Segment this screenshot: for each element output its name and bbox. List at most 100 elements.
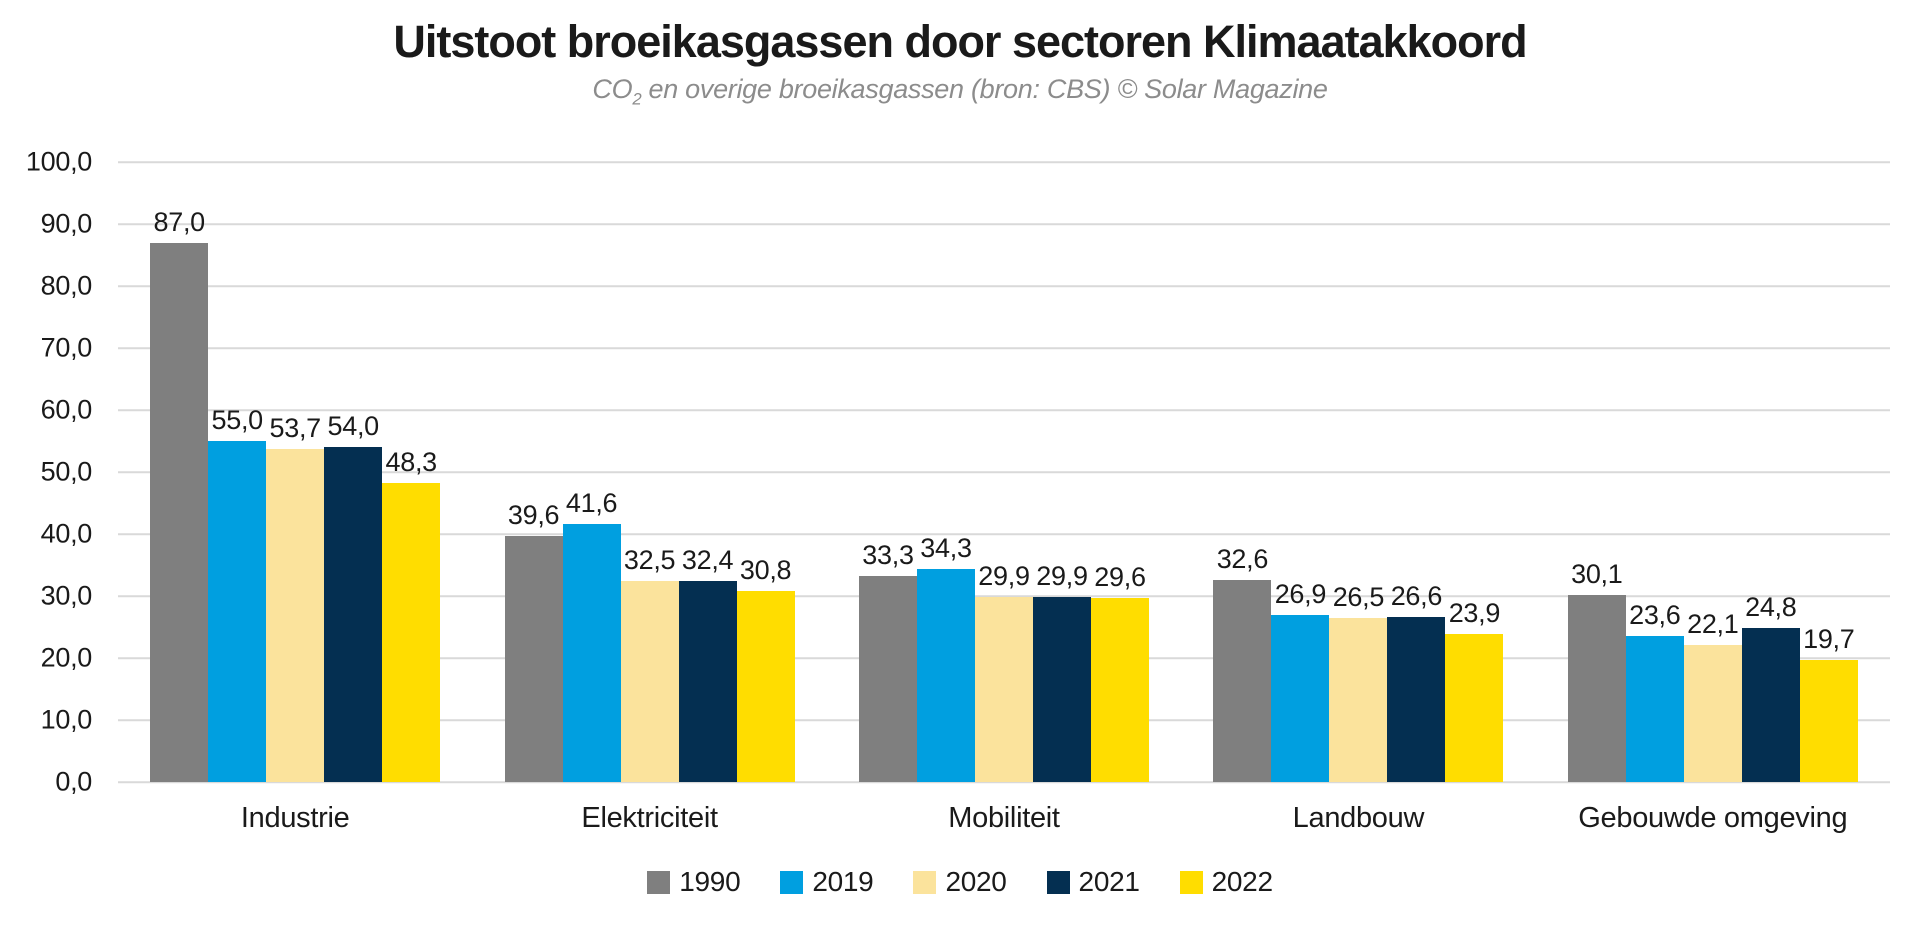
bar-2022: 48,3 <box>382 447 441 782</box>
bar-row: 87,0 55,0 53,7 54,0 48,3 <box>150 207 441 782</box>
gridline <box>118 285 1890 287</box>
bar-value-label: 30,8 <box>739 555 792 586</box>
bar-group: 32,6 26,9 26,5 26,6 23,9 Landbouw <box>1181 162 1535 834</box>
gridline <box>118 161 1890 163</box>
y-axis-tick-label: 20,0 <box>40 642 93 673</box>
bar-1990: 87,0 <box>150 207 209 782</box>
y-axis-tick-label: 70,0 <box>40 332 93 363</box>
legend-swatch-icon <box>647 870 671 894</box>
legend-item-2019: 2019 <box>780 866 874 898</box>
bar-row: 32,6 26,9 26,5 26,6 23,9 <box>1213 544 1504 782</box>
gridline <box>118 409 1890 411</box>
legend: 1990 2019 2020 2021 2022 <box>0 866 1920 898</box>
category-label: Elektriciteit <box>581 802 718 834</box>
bar-1990: 32,6 <box>1213 544 1272 782</box>
bar-2019: 34,3 <box>916 533 975 782</box>
bar-2021: 54,0 <box>324 411 383 782</box>
bar-value-label: 26,5 <box>1332 581 1385 612</box>
bar-1990: 33,3 <box>858 540 917 782</box>
bar-2022: 19,7 <box>1799 624 1858 782</box>
bar-row: 30,1 23,6 22,1 24,8 19,7 <box>1567 559 1858 782</box>
legend-swatch-icon <box>913 870 937 894</box>
bar-value-label: 32,6 <box>1216 543 1269 574</box>
chart-title: Uitstoot broeikasgassen door sectoren Kl… <box>393 16 1527 67</box>
category-label: Landbouw <box>1292 802 1425 834</box>
bar-value-label: 87,0 <box>153 206 206 237</box>
category-label: Industrie <box>240 802 350 834</box>
y-axis-tick-label: 90,0 <box>40 208 93 239</box>
category-label: Gebouwde omgeving <box>1578 802 1848 834</box>
bar-value-label: 48,3 <box>385 446 438 477</box>
bar-value-label: 41,6 <box>565 488 618 519</box>
bar-group: 39,6 41,6 32,5 32,4 30,8 Elektriciteit <box>472 162 826 834</box>
bar-2020: 22,1 <box>1683 609 1742 782</box>
bar-2020: 29,9 <box>974 561 1033 782</box>
gridline <box>118 223 1890 225</box>
bar-group: 87,0 55,0 53,7 54,0 48,3 Industrie <box>118 162 472 834</box>
plot-area: 100,0 90,0 80,0 70,0 60,0 50,0 40,0 30,0 20,0 10,… <box>26 147 1890 834</box>
bar-2019: 26,9 <box>1271 579 1330 782</box>
legend-swatch-icon <box>1046 870 1070 894</box>
bar-row: 39,6 41,6 32,5 32,4 30,8 <box>504 488 795 782</box>
bar-value-label: 32,5 <box>623 544 676 575</box>
y-axis-tick-label: 30,0 <box>40 580 93 611</box>
bar-value-label: 29,9 <box>978 560 1030 591</box>
bar-2020: 26,5 <box>1329 582 1388 782</box>
bar-value-label: 26,9 <box>1274 579 1327 610</box>
bar-value-label: 30,1 <box>1571 559 1623 590</box>
bar-value-label: 33,3 <box>862 539 914 570</box>
bar-2021: 29,9 <box>1032 561 1091 782</box>
legend-label: 2021 <box>1078 866 1140 897</box>
bar-2020: 32,5 <box>620 545 679 782</box>
bar-value-label: 54,0 <box>327 411 380 442</box>
legend-item-2021: 2021 <box>1046 866 1140 898</box>
bar-row: 33,3 34,3 29,9 29,9 29,6 <box>858 533 1149 782</box>
bar-value-label: 24,8 <box>1745 592 1797 623</box>
bar-2020: 53,7 <box>266 413 325 782</box>
legend-label: 1990 <box>679 866 741 897</box>
bar-value-label: 26,6 <box>1390 581 1443 612</box>
legend-item-2022: 2022 <box>1179 866 1273 898</box>
bar-value-label: 39,6 <box>507 500 560 531</box>
bar-2019: 55,0 <box>208 405 267 782</box>
y-axis-tick-label: 50,0 <box>40 456 93 487</box>
y-axis-tick-label: 100,0 <box>25 146 92 177</box>
y-axis-tick-label: 40,0 <box>40 518 93 549</box>
legend-label: 2019 <box>812 866 874 897</box>
bar-2019: 23,6 <box>1625 600 1684 782</box>
bar-2022: 30,8 <box>736 555 795 782</box>
bar-value-label: 32,4 <box>681 545 734 576</box>
bar-value-label: 53,7 <box>269 413 322 444</box>
bar-value-label: 19,7 <box>1803 623 1855 654</box>
bar-2022: 23,9 <box>1445 598 1504 782</box>
legend-item-2020: 2020 <box>913 866 1007 898</box>
gridline <box>118 781 1890 783</box>
y-axis-tick-label: 80,0 <box>40 270 93 301</box>
legend-swatch-icon <box>1179 870 1203 894</box>
bar-2021: 26,6 <box>1387 581 1446 782</box>
bar-value-label: 23,6 <box>1629 599 1681 630</box>
gridline <box>118 471 1890 473</box>
bar-1990: 39,6 <box>504 500 563 782</box>
bar-value-label: 55,0 <box>211 405 264 435</box>
gridline <box>118 347 1890 349</box>
gridline <box>118 595 1890 597</box>
bar-group: 33,3 34,3 29,9 29,9 29,6 Mobiliteit <box>827 162 1181 834</box>
bar-value-label: 29,9 <box>1036 560 1088 591</box>
gridline <box>118 533 1890 535</box>
subtitle-rest-text: en overige broeikasgassen (bron: CBS) © … <box>641 74 1328 104</box>
legend-item-1990: 1990 <box>647 866 741 898</box>
legend-label: 2020 <box>945 866 1007 897</box>
y-axis-tick-label: 60,0 <box>40 394 93 425</box>
subtitle-subscript-2: 2 <box>632 89 642 109</box>
y-axis-tick-label: 0,0 <box>55 766 92 797</box>
legend-swatch-icon <box>780 870 804 894</box>
bar-2019: 41,6 <box>562 488 621 782</box>
subtitle-co-text: CO <box>592 74 633 104</box>
bar-value-label: 22,1 <box>1687 608 1739 639</box>
bar-value-label: 34,3 <box>920 533 972 564</box>
bar-group: 30,1 23,6 22,1 24,8 19,7 Gebouwde omgeving <box>1536 162 1890 834</box>
bar-2021: 32,4 <box>678 545 737 782</box>
category-label: Mobiliteit <box>948 802 1060 834</box>
